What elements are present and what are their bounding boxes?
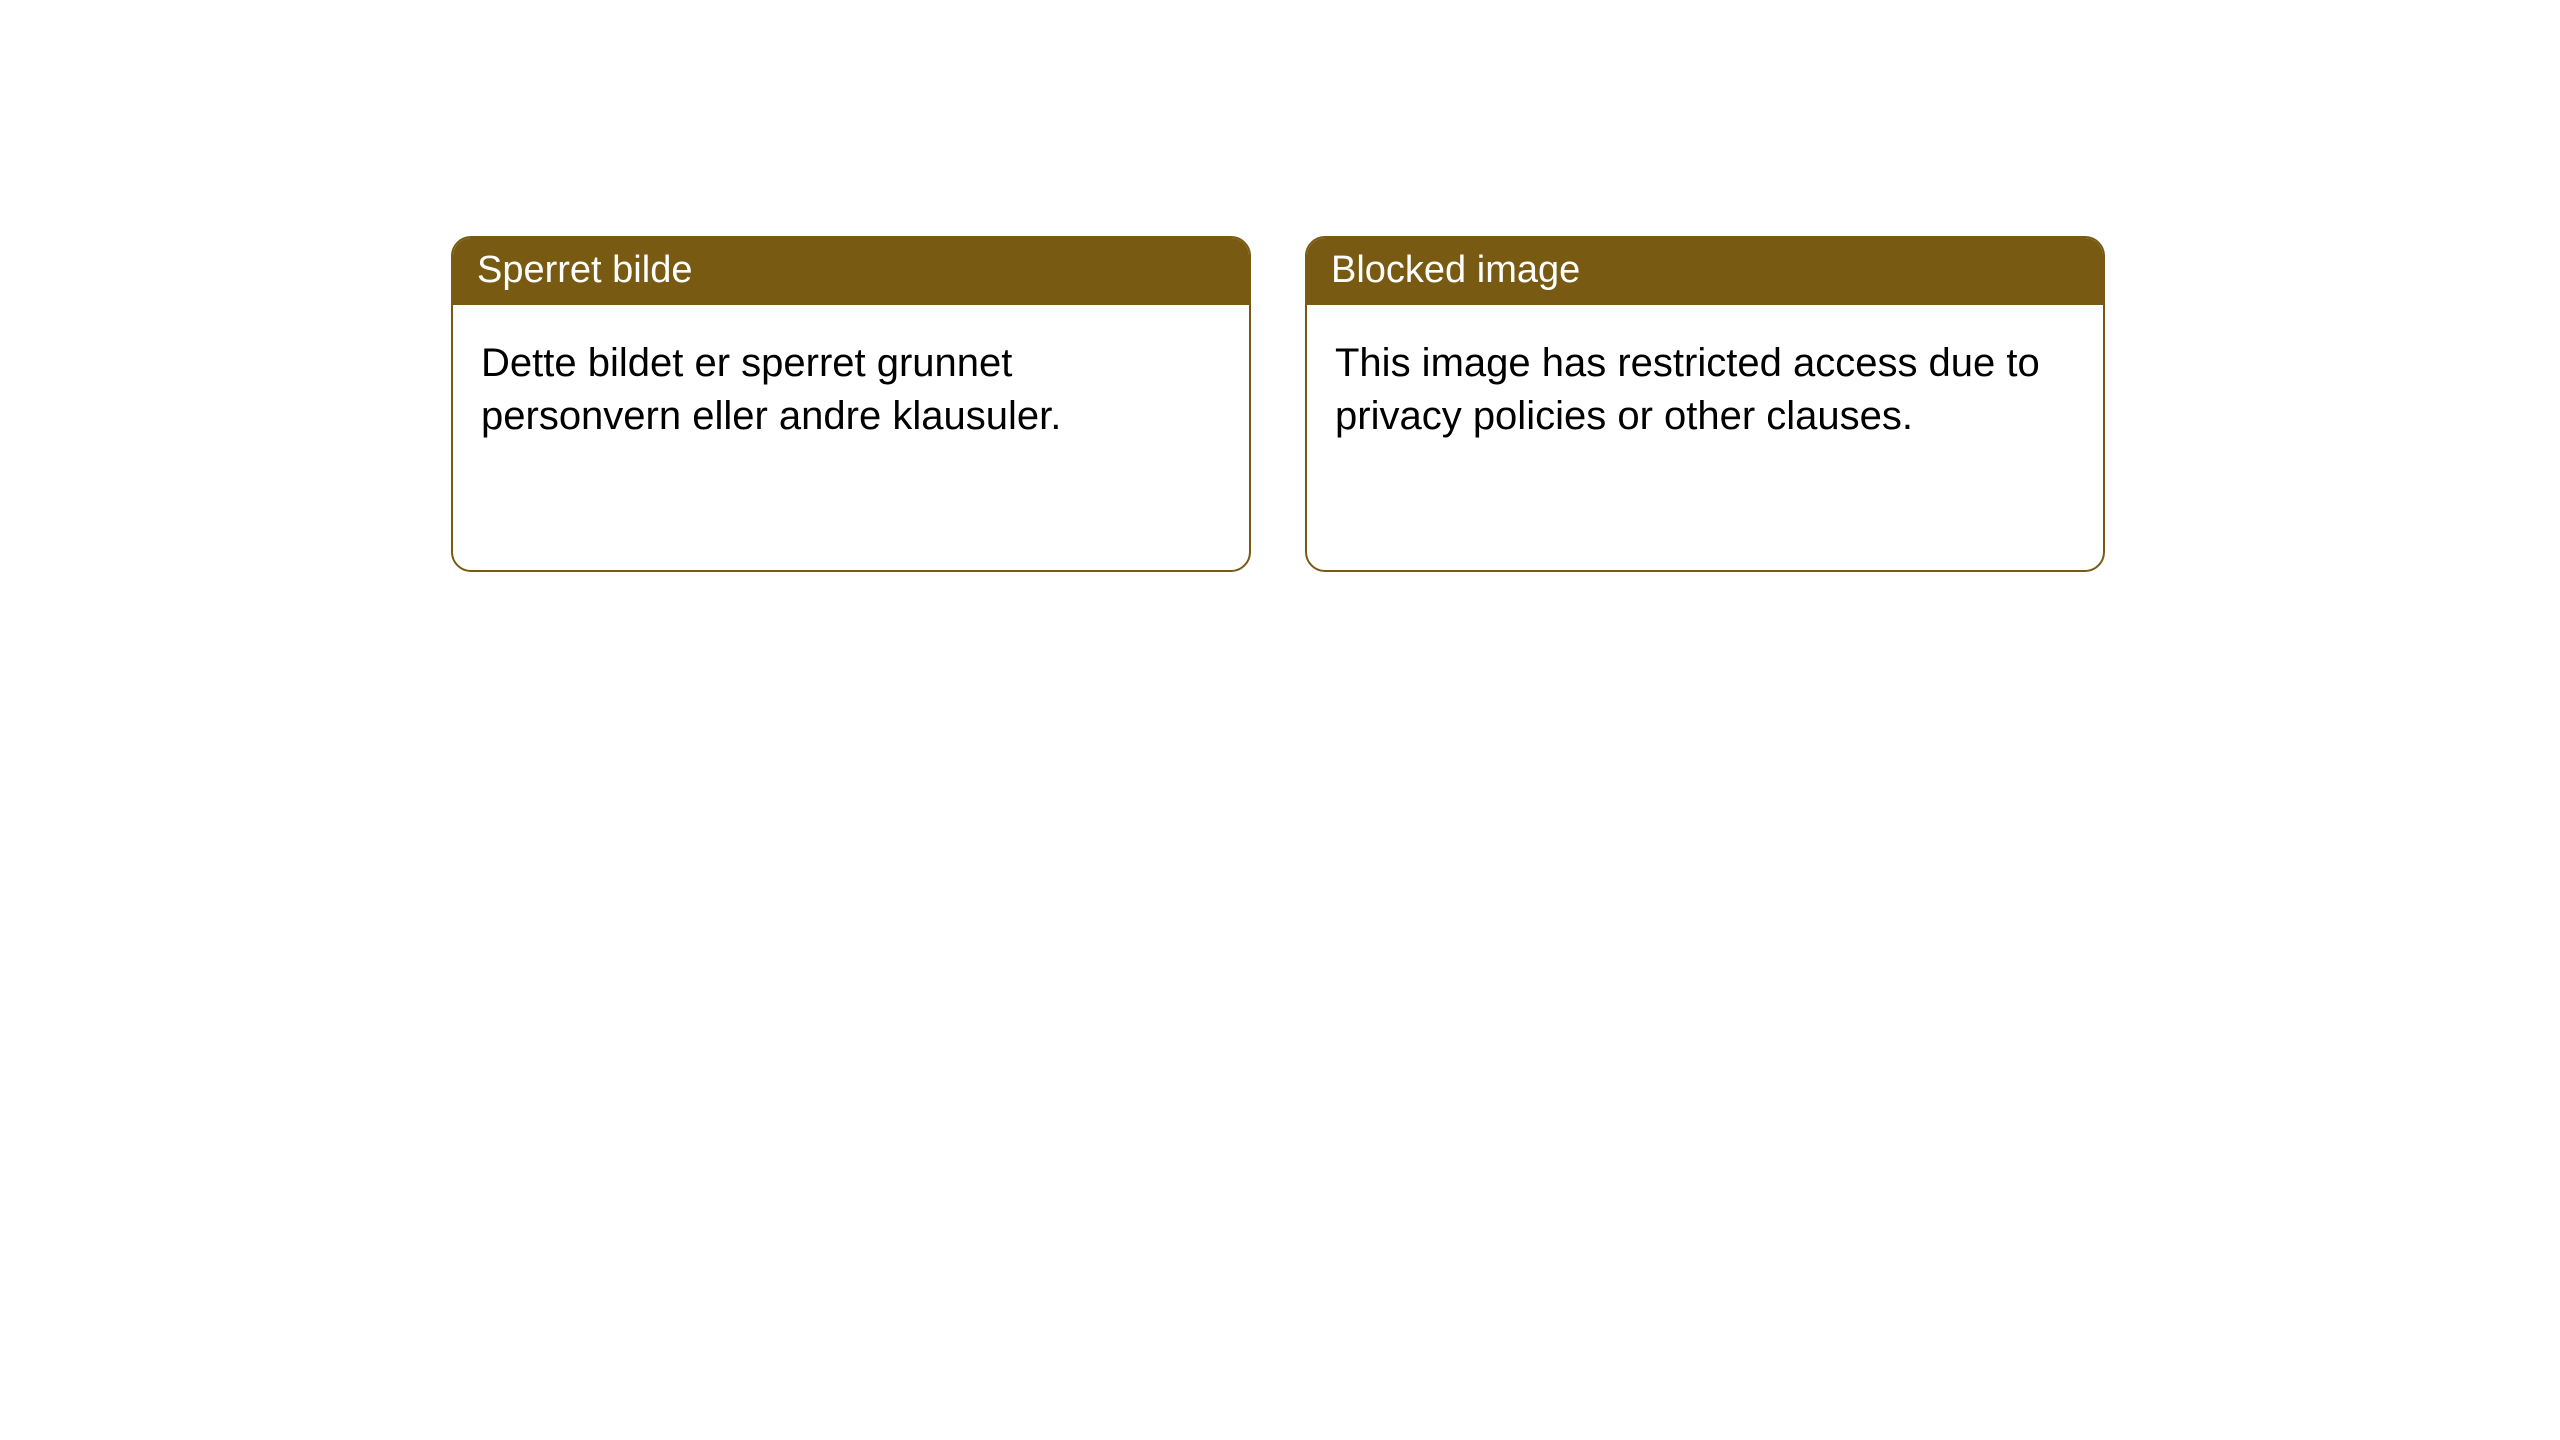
card-header-english: Blocked image (1307, 238, 2103, 305)
blocked-image-card-english: Blocked image This image has restricted … (1305, 236, 2105, 572)
card-title: Sperret bilde (477, 249, 692, 291)
card-header-norwegian: Sperret bilde (453, 238, 1249, 305)
card-body-english: This image has restricted access due to … (1307, 305, 2103, 475)
card-message: This image has restricted access due to … (1335, 341, 2040, 438)
notice-container: Sperret bilde Dette bildet er sperret gr… (0, 0, 2560, 572)
card-body-norwegian: Dette bildet er sperret grunnet personve… (453, 305, 1249, 475)
blocked-image-card-norwegian: Sperret bilde Dette bildet er sperret gr… (451, 236, 1251, 572)
card-message: Dette bildet er sperret grunnet personve… (481, 341, 1061, 438)
card-title: Blocked image (1331, 249, 1580, 291)
